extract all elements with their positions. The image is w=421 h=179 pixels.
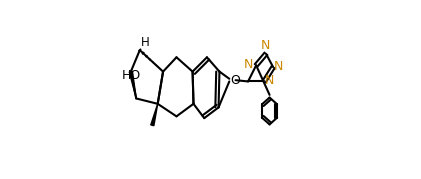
- Text: N: N: [261, 39, 270, 52]
- Text: H: H: [141, 36, 149, 49]
- Text: N: N: [274, 60, 283, 73]
- Text: O: O: [231, 74, 240, 87]
- Text: N: N: [265, 74, 274, 87]
- Polygon shape: [129, 71, 136, 98]
- Polygon shape: [151, 104, 158, 126]
- Text: HO: HO: [122, 69, 141, 82]
- Text: N: N: [244, 58, 253, 71]
